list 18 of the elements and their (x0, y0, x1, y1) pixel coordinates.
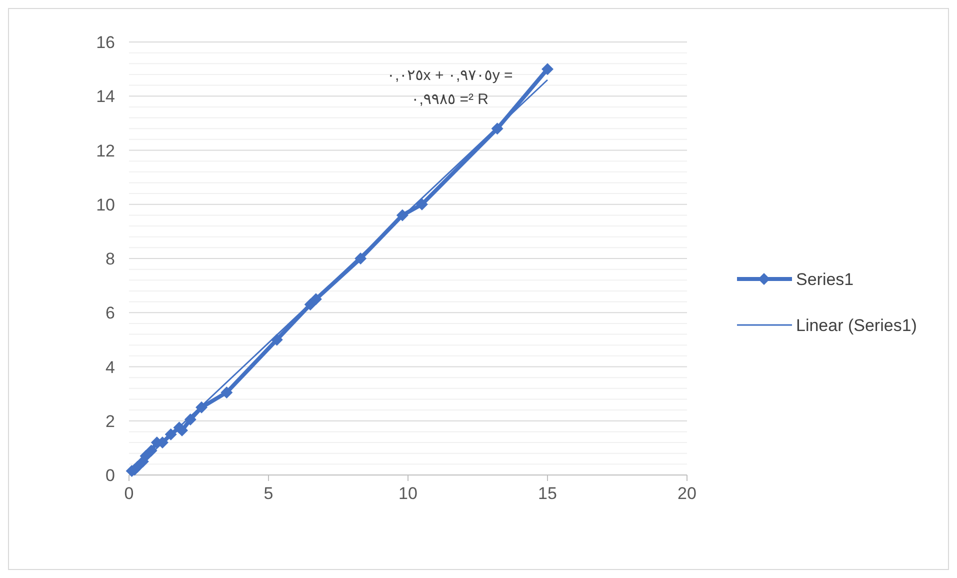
y-tick-label: 12 (96, 141, 115, 160)
annotation: ٠,٠٢٥x + ٠,٩٧٠٥y = (386, 67, 514, 84)
y-tick-label: 0 (106, 466, 115, 485)
legend-label: Linear (Series1) (796, 316, 917, 335)
y-tick-label: 4 (106, 358, 115, 377)
x-tick-label: 10 (398, 484, 418, 503)
x-tick-label: 5 (264, 484, 274, 503)
y-tick-label: 10 (96, 195, 115, 214)
y-tick-label: 8 (106, 250, 115, 268)
y-tick-label: 16 (96, 33, 115, 52)
x-tick-label: 0 (124, 484, 134, 503)
legend-label: Series1 (796, 270, 854, 289)
x-tick-label: 15 (538, 484, 557, 503)
y-tick-label: 6 (106, 304, 115, 323)
y-tick-label: 2 (106, 412, 115, 431)
annotation: ٠,٩٩٨٥ =² R (411, 91, 489, 108)
y-tick-label: 14 (96, 87, 115, 106)
x-tick-label: 20 (678, 484, 696, 503)
